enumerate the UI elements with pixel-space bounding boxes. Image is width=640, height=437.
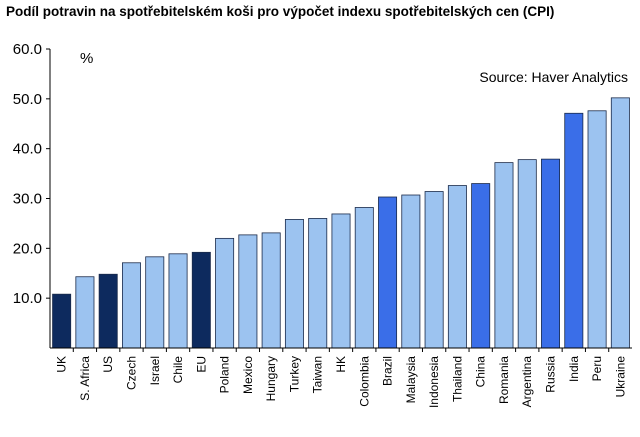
axes xyxy=(46,48,632,352)
x-tick-label: China xyxy=(474,356,488,388)
x-tick-label: Argentina xyxy=(520,356,534,408)
y-tick-label: 40.0 xyxy=(13,141,42,158)
source-note: Source: Haver Analytics xyxy=(479,69,628,85)
bars xyxy=(52,97,630,349)
bar-s-africa xyxy=(75,276,95,349)
x-tick-label: Israel xyxy=(148,356,162,385)
x-tick-label: EU xyxy=(194,356,208,373)
bar-romania xyxy=(494,162,514,349)
bar-czech xyxy=(122,262,141,349)
x-tick-label: Brazil xyxy=(381,356,395,386)
bar-peru xyxy=(587,110,607,349)
bar-taiwan xyxy=(308,218,328,349)
bar-hungary xyxy=(261,232,281,349)
x-tick-label: S. Africa xyxy=(78,356,92,401)
unit-label: % xyxy=(80,50,93,67)
bar-ukraine xyxy=(610,97,630,349)
bar-malaysia xyxy=(401,194,421,349)
x-tick-label: UK xyxy=(55,356,69,373)
bar-india xyxy=(564,112,584,349)
x-tick-label: Taiwan xyxy=(311,356,325,393)
bar-us xyxy=(98,273,118,349)
bar-israel xyxy=(145,256,165,349)
bar-thailand xyxy=(447,185,467,349)
bar-colombia xyxy=(354,207,374,349)
x-tick-label: Mexico xyxy=(241,356,255,394)
bar-turkey xyxy=(284,219,304,349)
y-tick-label: 50.0 xyxy=(13,91,42,108)
bar-hk xyxy=(331,213,351,349)
x-tick-label: Peru xyxy=(590,356,604,381)
bar-china xyxy=(471,183,491,349)
bar-russia xyxy=(541,158,561,349)
bar-chile xyxy=(168,253,188,349)
bar-indonesia xyxy=(424,191,444,349)
x-tick-label: US xyxy=(101,356,115,373)
x-tick-label: Colombia xyxy=(357,356,371,407)
y-tick-label: 30.0 xyxy=(13,191,42,208)
x-tick-label: Chile xyxy=(171,356,185,384)
x-tick-label: Ukraine xyxy=(613,356,627,398)
bar-mexico xyxy=(238,234,258,349)
bar-argentina xyxy=(517,159,537,349)
x-tick-label: India xyxy=(567,356,581,382)
x-tick-label: Thailand xyxy=(450,356,464,402)
x-tick-label: Romania xyxy=(497,356,511,404)
x-tick-label: Russia xyxy=(544,356,558,393)
y-axis-ticks: 10.0 20.0 30.0 40.0 50.0 60.0 xyxy=(13,41,42,307)
bar-brazil xyxy=(378,196,398,349)
x-tick-label: Indonesia xyxy=(427,356,441,408)
x-axis-ticks: UK S. Africa US Czech Israel Chile EU Poland Mex… xyxy=(55,356,628,408)
x-tick-label: Hungary xyxy=(264,356,278,401)
x-tick-label: Malaysia xyxy=(404,356,418,404)
bar-poland xyxy=(215,237,235,349)
y-tick-label: 60.0 xyxy=(13,41,42,58)
y-tick-label: 20.0 xyxy=(13,240,42,257)
x-tick-label: Turkey xyxy=(287,356,301,392)
y-tick-label: 10.0 xyxy=(13,290,42,307)
x-tick-label: Czech xyxy=(124,356,138,390)
chart-title: Podíl potravin na spotřebitelském koši p… xyxy=(6,4,554,19)
x-tick-label: Poland xyxy=(218,356,232,393)
bar-eu xyxy=(191,251,211,349)
bar-uk xyxy=(52,293,72,349)
x-tick-label: HK xyxy=(334,356,348,373)
